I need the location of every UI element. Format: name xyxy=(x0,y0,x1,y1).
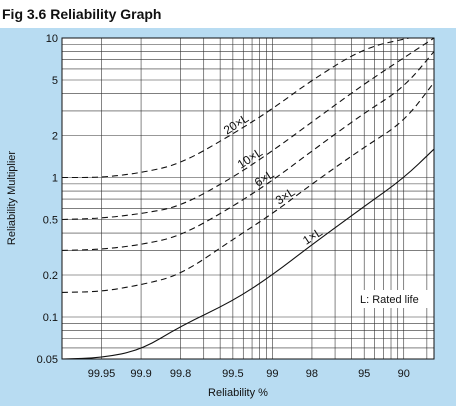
series-line-5 xyxy=(62,37,410,179)
y-tick-label: 2 xyxy=(52,131,58,143)
y-tick-label: 0.2 xyxy=(43,270,58,282)
series-line-4 xyxy=(61,37,435,221)
y-tick-label: 0.1 xyxy=(43,312,58,324)
y-tick-label: 0.5 xyxy=(43,214,58,226)
y-tick-labels: 0.05 0.1 0.2 0.5 1 2 5 10 xyxy=(37,33,58,366)
chart-panel: 1×L 3×L 6×L 10×L 20×L 0.05 0.1 0.2 0.5 1 2 5 10 99.… xyxy=(0,28,456,406)
x-tick-label: 99.5 xyxy=(222,368,243,380)
y-axis-label: Reliability Multiplier xyxy=(6,151,18,245)
figure-title: Fig 3.6 Reliability Graph xyxy=(2,6,162,22)
x-tick-label: 95 xyxy=(358,368,370,380)
y-tick-label: 0.05 xyxy=(37,354,58,366)
plot-area-background xyxy=(62,38,434,359)
plot-frame xyxy=(61,37,435,360)
y-tick-label: 10 xyxy=(46,33,58,45)
series-line-2 xyxy=(61,81,435,293)
series-line-1 xyxy=(61,148,435,360)
series-line-3 xyxy=(61,50,435,251)
x-tick-label: 90 xyxy=(398,368,410,380)
y-tick-label: 5 xyxy=(52,75,58,87)
x-tick-label: 99.95 xyxy=(88,368,116,380)
x-tick-label: 99 xyxy=(266,368,278,380)
x-tick-label: 99.8 xyxy=(170,368,191,380)
legend-note-box xyxy=(353,290,429,308)
x-tick-label: 98 xyxy=(306,368,318,380)
x-tick-labels: 99.95 99.9 99.8 99.5 99 98 95 90 xyxy=(88,368,410,380)
x-axis-label: Reliability % xyxy=(208,387,268,399)
y-tick-label: 1 xyxy=(52,173,58,185)
rated-life-note: L: Rated life xyxy=(360,294,419,306)
curves xyxy=(61,37,435,360)
x-tick-label: 99.9 xyxy=(130,368,151,380)
